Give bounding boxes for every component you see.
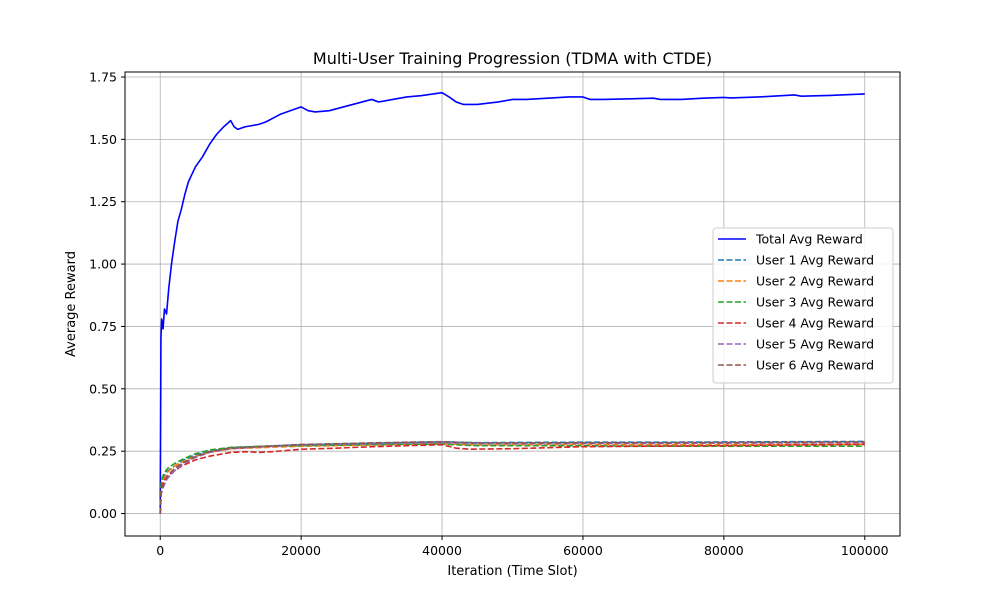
y-tick-label: 0.75 [89,319,117,334]
axis-ticks: 0 20000 40000 60000 80000 100000 0.00 0.25 0.50 0… [89,69,889,558]
legend-entry-label: User 1 Avg Reward [756,253,874,268]
legend-entry-label: User 2 Avg Reward [756,274,874,289]
y-tick-label: 1.75 [89,69,117,84]
y-tick-label: 1.50 [89,132,117,147]
series-line-user-2 [159,442,865,514]
legend-entry-label: User 4 Avg Reward [756,316,874,331]
chart-title: Multi-User Training Progression (TDMA wi… [313,49,712,68]
series-line-user-6 [159,440,865,514]
x-tick-label: 40000 [422,543,462,558]
series-line-user-4 [159,443,865,514]
y-tick-label: 1.25 [89,194,117,209]
legend-entry-label: User 6 Avg Reward [756,358,874,373]
x-axis-label: Iteration (Time Slot) [447,564,577,579]
legend-box [712,227,894,384]
x-tick-label: 0 [156,543,164,558]
plot-area-frame [124,71,901,537]
y-tick-label: 0.25 [89,444,117,459]
y-tick-label: 0.00 [89,506,117,521]
y-tick-label: 1.00 [89,257,117,272]
series-line-total [159,91,865,514]
x-tick-label: 60000 [563,543,603,558]
x-tick-label: 20000 [281,543,321,558]
legend-entry-label: User 5 Avg Reward [756,337,874,352]
x-tick-label: 100000 [841,543,889,558]
legend-entry-label: User 3 Avg Reward [756,295,874,310]
y-tick-label: 0.50 [89,381,117,396]
y-axis-label: Average Reward [64,251,79,357]
series-lines [159,91,865,514]
legend: Total Avg Reward User 1 Avg Reward User 2 … [712,227,894,384]
x-tick-label: 80000 [704,543,744,558]
legend-entry-label: Total Avg Reward [755,232,863,247]
